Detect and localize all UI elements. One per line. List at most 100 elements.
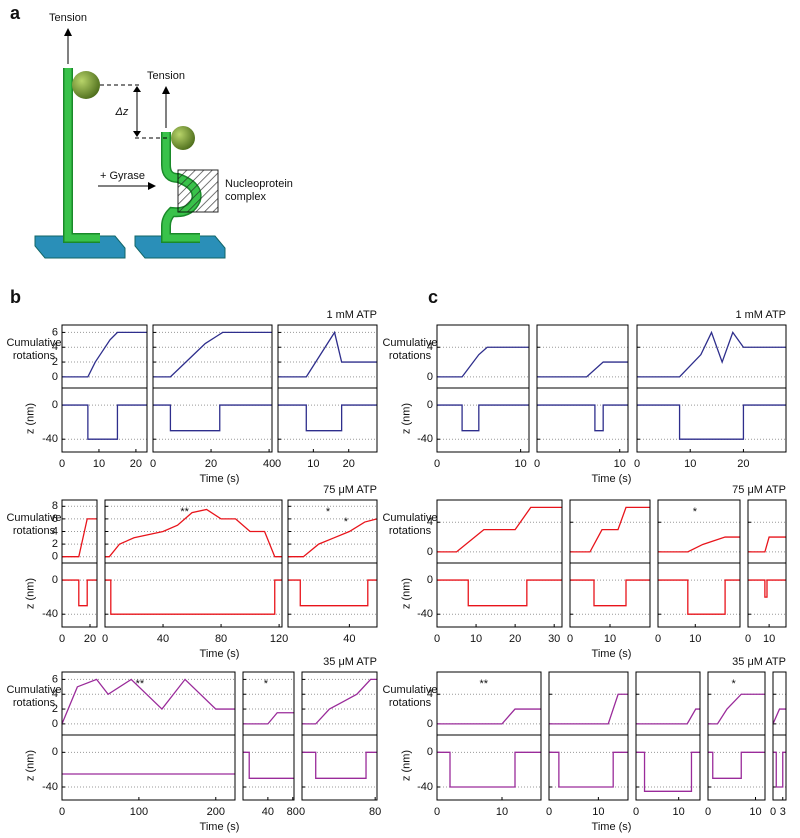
y-tick-label: 0	[52, 371, 58, 383]
y-axis-label: Cumulative rotations	[382, 684, 438, 709]
annotation: *	[326, 506, 331, 518]
trace	[105, 508, 282, 558]
plot-frame	[436, 324, 530, 389]
plot-frame	[436, 562, 563, 628]
trace	[537, 404, 628, 432]
y-tick-label: 2	[52, 538, 58, 550]
schematic	[34, 28, 226, 259]
x-tick-label: 20	[205, 458, 217, 470]
y-tick-label: 0	[427, 371, 433, 383]
trace	[288, 579, 377, 607]
trace	[773, 751, 786, 788]
trace	[570, 506, 650, 553]
trace	[278, 330, 377, 378]
y-tick-label: 0	[52, 746, 58, 758]
panel-label: c	[428, 287, 438, 307]
annotation: *	[344, 516, 349, 528]
x-tick-label: 200	[207, 806, 225, 818]
x-tick-label: 0	[534, 458, 540, 470]
y-tick-label: 8	[52, 500, 58, 512]
y-tick-label: 0	[427, 399, 433, 411]
x-tick-label: 100	[130, 806, 148, 818]
plot-frame	[436, 671, 542, 736]
x-axis-label: Time (s)	[592, 821, 632, 833]
x-tick-label: 20	[84, 633, 96, 645]
x-tick-label: 0	[434, 806, 440, 818]
plot-frame	[636, 387, 787, 453]
x-tick-label: 10	[749, 806, 761, 818]
x-tick-label: 40	[343, 633, 355, 645]
trace	[288, 518, 378, 558]
y-tick-label: 0	[52, 718, 58, 730]
x-tick-label: 40	[157, 633, 169, 645]
plot-frame	[152, 324, 273, 389]
x-tick-label: 0	[102, 633, 108, 645]
y-axis-label: z (nm)	[24, 402, 37, 435]
x-tick-label: 3	[780, 806, 786, 818]
annotation: Tension	[147, 70, 185, 82]
trace	[537, 361, 628, 378]
bead	[72, 71, 100, 99]
y-tick-label: 0	[52, 574, 58, 586]
x-tick-label: 10	[684, 458, 696, 470]
x-tick-label: 0	[150, 458, 156, 470]
y-tick-label: 4	[427, 341, 433, 353]
y-axis-label: z (nm)	[400, 402, 413, 435]
x-tick-label: 20	[737, 458, 749, 470]
row-title: 35 μM ATP	[732, 656, 786, 668]
plot-frame	[61, 387, 148, 453]
x-tick-label: 120	[270, 633, 288, 645]
x-tick-label: 0	[59, 633, 65, 645]
trace	[243, 751, 294, 779]
x-tick-label: 80	[287, 806, 299, 818]
arrow-head	[133, 131, 141, 137]
x-tick-label: 20	[343, 458, 355, 470]
row-title: 1 mM ATP	[326, 309, 377, 321]
x-tick-label: 10	[689, 633, 701, 645]
plot-frame	[301, 734, 378, 801]
y-tick-label: 2	[52, 356, 58, 368]
x-tick-label: 10	[496, 806, 508, 818]
y-tick-label: -40	[42, 608, 58, 620]
x-tick-label: 0	[434, 458, 440, 470]
plot-frame	[436, 387, 530, 453]
y-axis-label: Cumulative rotations	[6, 512, 62, 537]
trace	[61, 678, 235, 725]
plot-frame	[536, 387, 629, 453]
arrow-head	[133, 86, 141, 92]
row-title: 1 mM ATP	[735, 309, 786, 321]
x-tick-label: 0	[634, 458, 640, 470]
x-tick-label: 0	[275, 458, 281, 470]
trace	[570, 579, 650, 607]
x-tick-label: 10	[592, 806, 604, 818]
y-tick-label: 0	[427, 574, 433, 586]
plot-frame	[152, 387, 273, 453]
y-tick-label: 2	[52, 703, 58, 715]
x-tick-label: 0	[655, 633, 661, 645]
trace	[62, 518, 97, 558]
trace	[708, 751, 765, 779]
trace	[658, 579, 740, 615]
trace	[62, 579, 97, 607]
y-tick-label: 6	[52, 326, 58, 338]
trace	[278, 404, 377, 432]
x-tick-label: 0	[567, 633, 573, 645]
trace	[105, 579, 282, 615]
trace	[62, 331, 147, 378]
trace	[153, 331, 272, 378]
plot-frame	[657, 499, 741, 564]
y-axis-label: Cumulative rotations	[6, 684, 62, 709]
x-tick-label: 0	[770, 806, 776, 818]
plot-frame	[772, 734, 787, 801]
x-tick-label: 0	[745, 633, 751, 645]
annotation: **	[180, 506, 189, 518]
panel-label: a	[10, 3, 21, 23]
plot-frame	[636, 324, 787, 389]
y-tick-label: 6	[52, 673, 58, 685]
panel-label: b	[10, 287, 21, 307]
x-tick-label: 0	[705, 806, 711, 818]
annotation: **	[480, 678, 489, 690]
x-tick-label: 10	[307, 458, 319, 470]
x-tick-label: 10	[93, 458, 105, 470]
